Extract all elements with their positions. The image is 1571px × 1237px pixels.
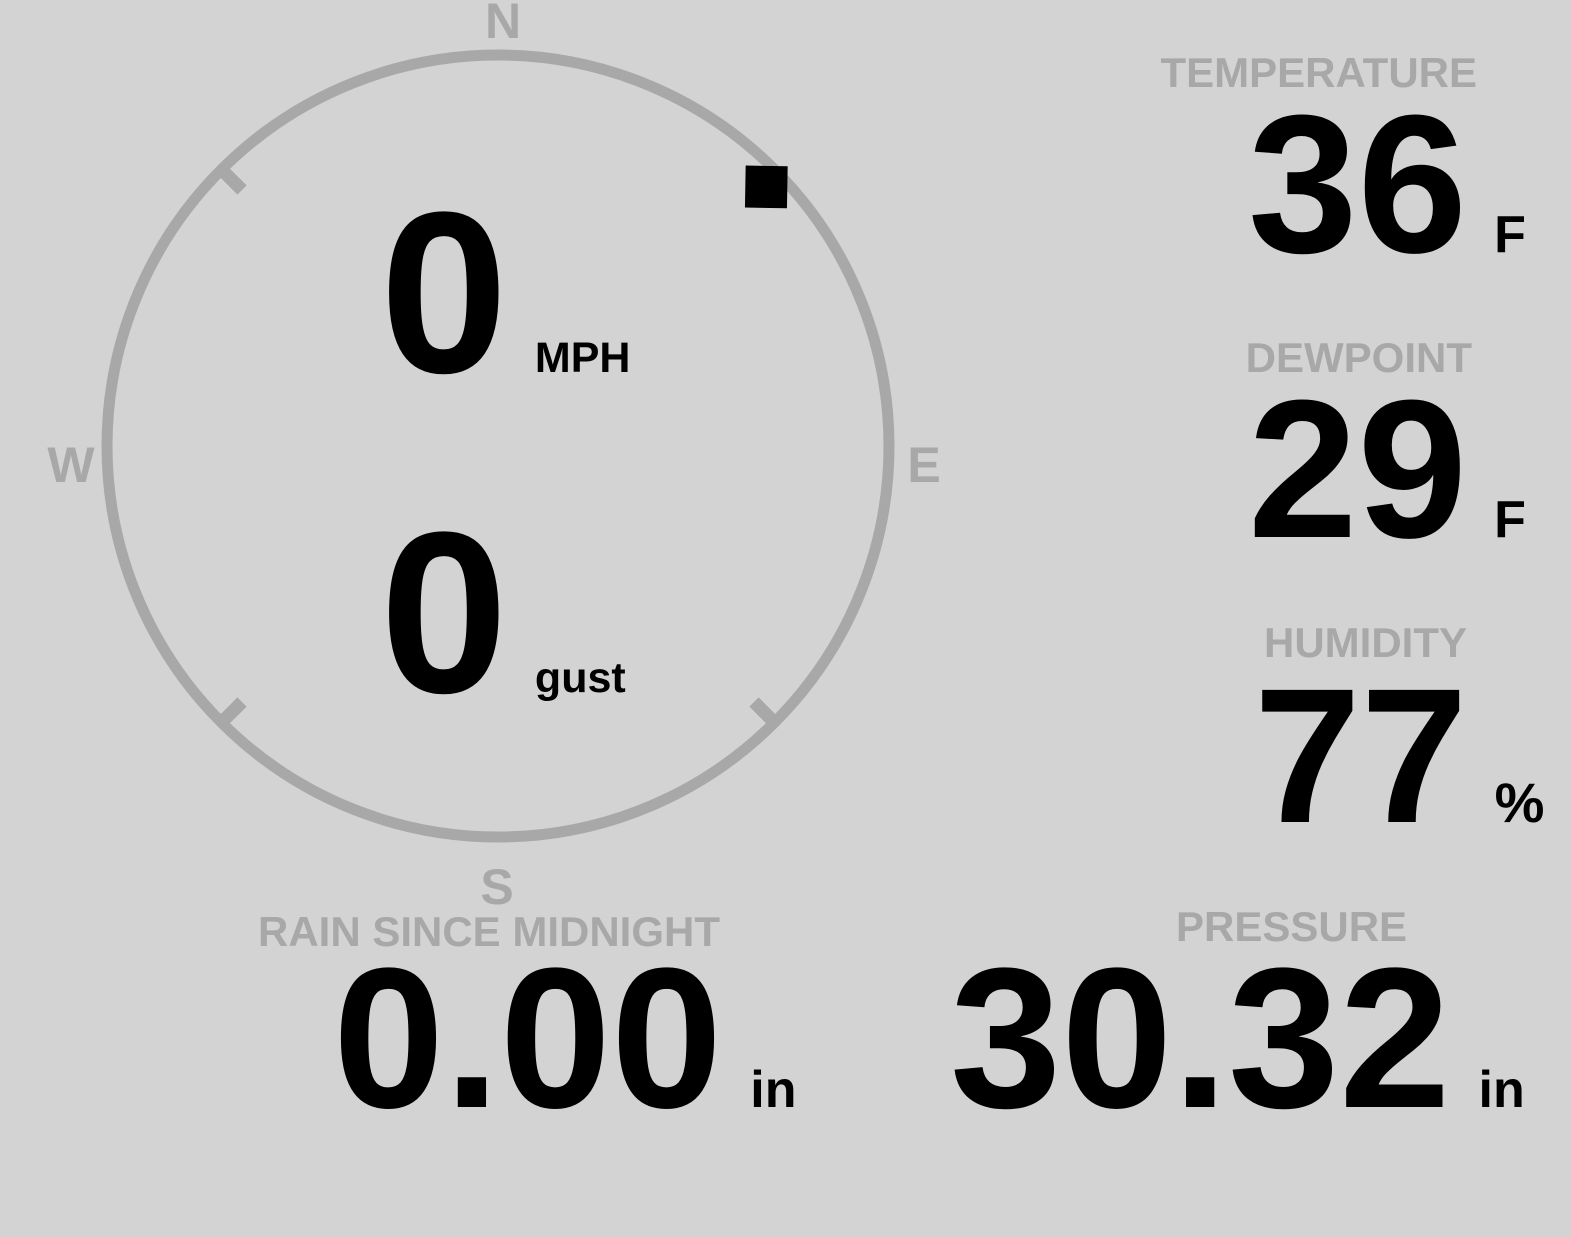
temperature-unit: F <box>1494 206 1526 264</box>
humidity-label: HUMIDITY <box>1264 619 1467 666</box>
pressure-value: 30.32 <box>950 927 1451 1150</box>
temperature-value-row: 36 F <box>1248 86 1526 283</box>
compass-label-west: W <box>47 437 95 493</box>
humidity-value-row: 77 % <box>1254 660 1544 852</box>
wind-speed-value: 0 <box>380 164 508 421</box>
compass-tick-nw <box>216 164 247 195</box>
compass-label-north: N <box>484 0 522 49</box>
humidity-value: 77 <box>1254 648 1468 863</box>
wind-gust: 0 gust <box>380 498 626 728</box>
rain-value-row: 0.00 in <box>333 939 796 1139</box>
compass-label-east: E <box>907 437 941 493</box>
compass-circle <box>101 49 895 843</box>
wind-compass <box>101 49 895 843</box>
dewpoint-unit: F <box>1494 491 1526 549</box>
pressure-label: PRESSURE <box>1176 903 1408 950</box>
dewpoint-label: DEWPOINT <box>1245 334 1472 381</box>
temperature-value: 36 <box>1248 74 1468 294</box>
wind-direction-marker <box>744 165 788 209</box>
rain-unit: in <box>750 1061 797 1119</box>
compass-tick-se <box>749 697 780 728</box>
compass-label-south: S <box>480 859 514 915</box>
rain-label: RAIN SINCE MIDNIGHT <box>258 908 720 955</box>
wind-gust-unit: gust <box>534 654 626 702</box>
compass-tick-sw <box>216 697 247 728</box>
wind-gust-value: 0 <box>380 484 508 741</box>
rain-value: 0.00 <box>333 927 723 1150</box>
temperature-label: TEMPERATURE <box>1160 49 1477 96</box>
dewpoint-value-row: 29 F <box>1248 371 1526 568</box>
dewpoint-value: 29 <box>1248 359 1468 579</box>
humidity-unit: % <box>1494 771 1545 834</box>
wind-speed: 0 MPH <box>380 178 630 408</box>
pressure-value-row: 30.32 in <box>950 939 1525 1139</box>
wind-speed-unit: MPH <box>534 334 631 382</box>
pressure-unit: in <box>1478 1061 1525 1119</box>
